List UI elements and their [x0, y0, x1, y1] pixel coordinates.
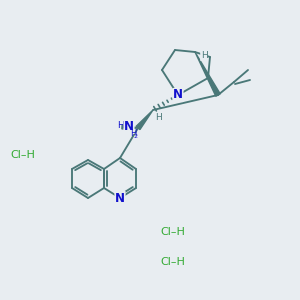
Text: N: N [115, 191, 125, 205]
Polygon shape [122, 125, 138, 129]
Text: Cl–H: Cl–H [160, 227, 185, 237]
Polygon shape [195, 52, 220, 96]
Text: Cl–H: Cl–H [10, 150, 35, 160]
Text: H: H [118, 121, 124, 130]
Text: N: N [124, 121, 134, 134]
Text: Cl–H: Cl–H [160, 257, 185, 267]
Text: H: H [201, 52, 207, 61]
Polygon shape [136, 110, 153, 130]
Text: N: N [173, 88, 183, 101]
Text: H: H [130, 130, 136, 139]
Text: 2: 2 [134, 134, 138, 140]
Text: H: H [154, 113, 161, 122]
